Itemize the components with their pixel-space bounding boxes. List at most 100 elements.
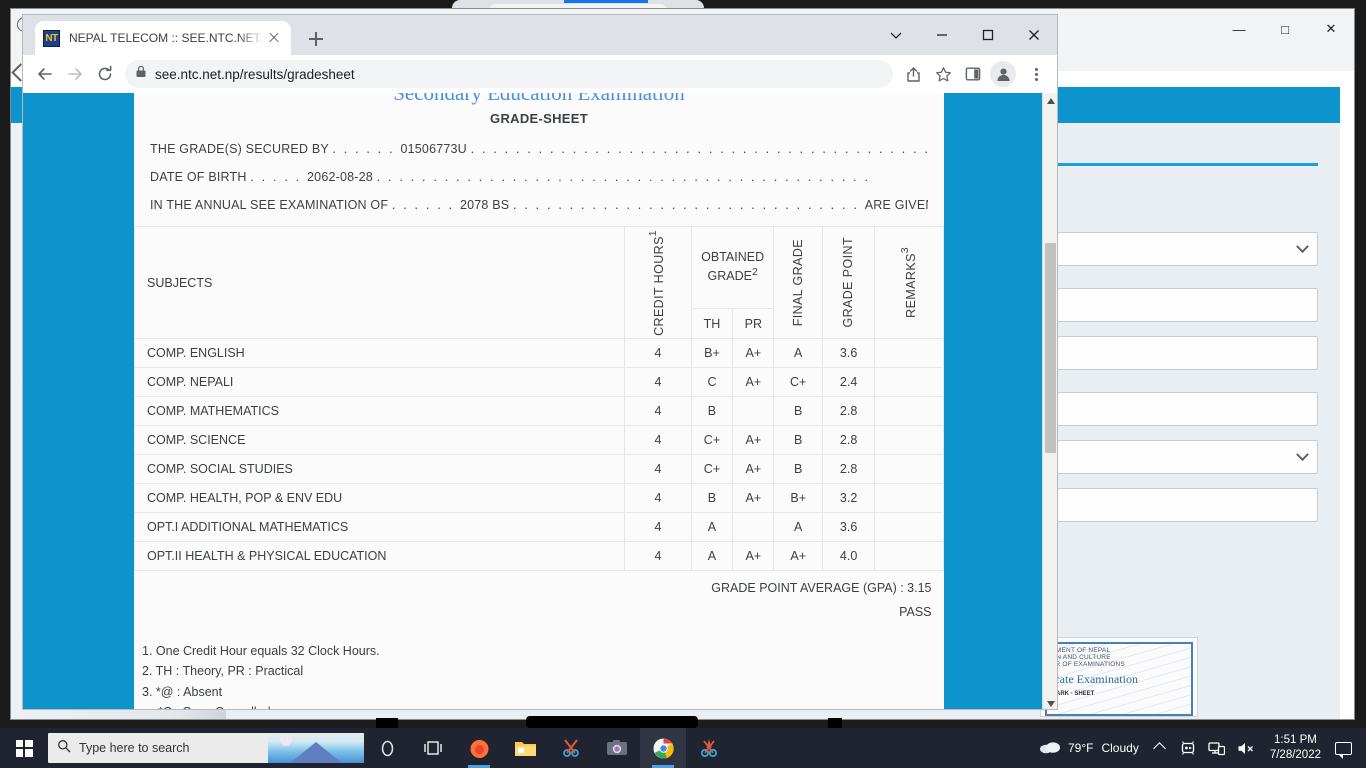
- dot-leader: . . . . . . . . . . . . . . . . . . . . …: [376, 170, 871, 184]
- network-icon[interactable]: [1202, 741, 1231, 756]
- desktop-strip: [0, 716, 1366, 728]
- grade-sheet-table: SUBJECTS CREDIT HOURS1 OBTAINED GRADE2 F…: [133, 226, 944, 631]
- reload-icon[interactable]: [91, 60, 119, 88]
- final-grade-cell: A: [773, 512, 823, 542]
- header-grade-point: GRADE POINT: [821, 226, 876, 339]
- header-obtained-grade-label: OBTAINED GRADE: [701, 250, 765, 284]
- background-maximize-icon[interactable]: □: [1281, 21, 1289, 37]
- desktop-blob-1: [376, 718, 398, 728]
- snip-sketch-icon[interactable]: [686, 728, 732, 768]
- onedrive-icon[interactable]: [1174, 740, 1202, 756]
- tab-search-icon[interactable]: [873, 15, 919, 55]
- task-view-icon[interactable]: [410, 728, 456, 768]
- info-line-0-label: THE GRADE(S) SECURED BY: [150, 142, 329, 156]
- header-credit-hours: CREDIT HOURS1: [624, 226, 692, 339]
- search-icon: [57, 739, 71, 758]
- show-hidden-icons-chevron[interactable]: [1152, 741, 1166, 755]
- tab-title: NEPAL TELECOM :: SEE.NTC.NET.NP: [69, 31, 265, 45]
- taskbar-search-input[interactable]: Type here to search: [48, 733, 364, 763]
- star-icon[interactable]: [929, 60, 957, 88]
- table-row: COMP. SCIENCE 4 C+ A+ B 2.8: [133, 425, 944, 455]
- pr-grade-cell: [732, 512, 775, 542]
- subject-cell: COMP. SOCIAL STUDIES: [133, 454, 626, 484]
- th-grade-cell: A: [690, 512, 734, 542]
- scrollbar-thumb[interactable]: [1045, 243, 1056, 453]
- camera-icon[interactable]: [594, 728, 640, 768]
- windows-logo-icon: [15, 739, 33, 757]
- scroll-down-arrow-icon[interactable]: [1043, 696, 1057, 709]
- gpa-text: GRADE POINT AVERAGE (GPA) : 3.15: [711, 581, 932, 595]
- snipping-tool-icon[interactable]: [548, 728, 594, 768]
- share-icon[interactable]: [899, 60, 927, 88]
- subject-cell: COMP. MATHEMATICS: [133, 396, 626, 426]
- minimize-icon[interactable]: [919, 15, 965, 55]
- taskbar-clock[interactable]: 1:51 PM 7/28/2022: [1262, 733, 1329, 763]
- grade-point-cell: 2.4: [821, 367, 876, 397]
- remarks-cell: [874, 396, 944, 426]
- nepal-telecom-favicon: NT: [43, 29, 60, 47]
- scroll-up-arrow-icon[interactable]: [1043, 93, 1057, 108]
- file-explorer-icon[interactable]: [502, 728, 548, 768]
- chevron-down-icon: [1296, 239, 1309, 253]
- page-scrollbar[interactable]: [1042, 93, 1057, 709]
- profile-avatar-icon[interactable]: [989, 60, 1017, 88]
- address-bar[interactable]: see.ntc.net.np/results/gradesheet: [125, 60, 893, 88]
- cortana-icon[interactable]: [364, 728, 410, 768]
- header-th: TH: [690, 308, 734, 339]
- grade-point-cell: 3.2: [821, 483, 876, 513]
- footnotes: 1. One Credit Hour equals 32 Clock Hours…: [134, 631, 944, 709]
- firefox-icon[interactable]: [456, 728, 502, 768]
- side-panel-icon[interactable]: [959, 60, 987, 88]
- volume-muted-icon[interactable]: [1231, 741, 1262, 756]
- three-dot-menu-icon[interactable]: [1023, 61, 1049, 87]
- certificate-subtitle: MARK - SHEET: [1051, 691, 1095, 697]
- dot-leader: . . . . . . . . . . . . . . . . . . . . …: [470, 142, 928, 156]
- maximize-icon[interactable]: [965, 15, 1011, 55]
- pr-grade-cell: A+: [732, 454, 775, 484]
- footnote-4: *C : Copy Cancelled: [142, 702, 944, 709]
- header-obtained-grade: OBTAINED GRADE2: [690, 226, 775, 309]
- info-line-symbol-number: THE GRADE(S) SECURED BY . . . . . . 0150…: [150, 142, 928, 156]
- background-window-controls[interactable]: — □ ✕: [1216, 9, 1354, 49]
- header-final-grade: FINAL GRADE: [773, 226, 823, 339]
- chrome-browser-window[interactable]: NT NEPAL TELECOM :: SEE.NTC.NET.NP: [22, 14, 1058, 710]
- background-minimize-icon[interactable]: —: [1232, 21, 1246, 37]
- certificate-title: icate Examination: [1051, 672, 1138, 686]
- new-tab-button[interactable]: [303, 26, 329, 52]
- chrome-icon[interactable]: [640, 728, 686, 768]
- certificate-line-3: ER OF EXAMINATIONS: [1051, 661, 1125, 668]
- grade-point-cell: 4.0: [821, 541, 876, 571]
- th-grade-cell: C+: [690, 425, 734, 455]
- grade-point-cell: 2.8: [821, 454, 876, 484]
- weather-temp: 79°F: [1067, 741, 1094, 755]
- remarks-cell: [874, 483, 944, 513]
- document-info-lines: THE GRADE(S) SECURED BY . . . . . . 0150…: [134, 126, 944, 212]
- dot-leader: . . . . . .: [391, 198, 460, 212]
- final-grade-cell: B+: [773, 483, 823, 513]
- info-line-1-label: DATE OF BIRTH: [150, 170, 247, 184]
- credit-hours-cell: 4: [624, 541, 692, 571]
- browser-tab[interactable]: NT NEPAL TELECOM :: SEE.NTC.NET.NP: [35, 21, 291, 55]
- pr-grade-cell: A+: [732, 541, 775, 571]
- gpa-row: GRADE POINT AVERAGE (GPA) : 3.15: [135, 571, 944, 602]
- certificate-thumbnail[interactable]: NMENT OF NEPAL ON AND CULTURE ER OF EXAM…: [1040, 637, 1198, 717]
- lock-icon: [135, 65, 147, 83]
- close-icon[interactable]: [1011, 15, 1057, 55]
- th-grade-cell: B: [690, 396, 734, 426]
- start-button[interactable]: [0, 728, 48, 768]
- grade-point-cell: 3.6: [821, 512, 876, 542]
- action-center-icon[interactable]: [1335, 741, 1352, 759]
- forward-arrow-icon[interactable]: [61, 60, 89, 88]
- background-close-icon[interactable]: ✕: [1325, 21, 1337, 36]
- back-arrow-icon[interactable]: [31, 60, 59, 88]
- chevron-down-icon: [1296, 447, 1309, 461]
- grade-point-cell: 2.8: [821, 396, 876, 426]
- table-row: COMP. HEALTH, POP & ENV EDU 4 B A+ B+ 3.2: [133, 483, 944, 513]
- dot-leader: . . . . . . . . . . . . . . . . . . . . …: [512, 198, 865, 212]
- close-tab-icon[interactable]: [265, 29, 283, 47]
- table-body: COMP. ENGLISH 4 B+ A+ A 3.6 COMP. NEPALI 4 C A+ C+…: [133, 338, 944, 571]
- subject-cell: COMP. SCIENCE: [133, 425, 626, 455]
- weather-widget[interactable]: 79°F Cloudy: [1033, 740, 1145, 757]
- grade-point-cell: 3.6: [821, 338, 876, 368]
- certificate-line-2: ON AND CULTURE: [1051, 654, 1111, 661]
